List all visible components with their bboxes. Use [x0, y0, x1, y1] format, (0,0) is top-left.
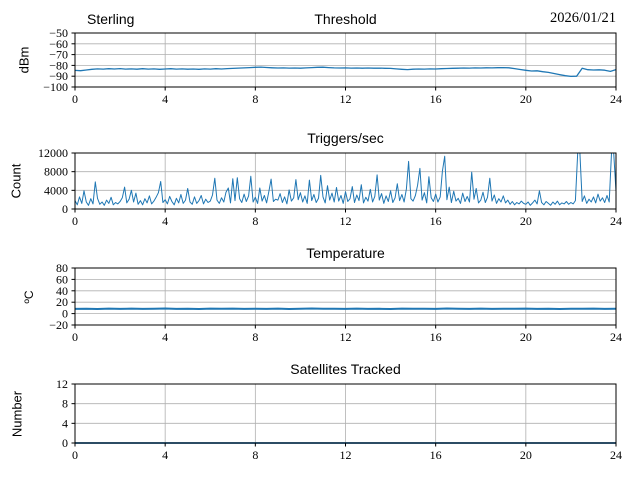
chart2-title: Triggers/sec — [307, 130, 384, 146]
x-tick-label: 0 — [72, 92, 78, 106]
y-tick-label: −20 — [49, 318, 68, 332]
x-tick-label: 20 — [520, 214, 532, 228]
chart3-title: Temperature — [306, 245, 385, 261]
plot-area-2: 0 4000 8000 12000 0 4 8 12 16 20 24 — [38, 146, 622, 228]
x-tick-label: 0 — [72, 214, 78, 228]
y-tick-label: 0 — [62, 307, 68, 321]
chart1-title: Threshold — [314, 11, 377, 27]
plot-area-4: 12 8 4 00 4 8 12 16 20 24 — [56, 377, 622, 462]
x-tick-label: 20 — [520, 330, 532, 344]
y-tick-label: −50 — [49, 26, 68, 40]
x-tick-label: 12 — [340, 214, 352, 228]
y-tick-label: 8000 — [44, 165, 68, 179]
y-tick-label: 20 — [56, 295, 68, 309]
x-tick-label: 16 — [430, 92, 442, 106]
y-tick-label: 8 — [62, 397, 68, 411]
x-tick-label: 4 — [162, 214, 168, 228]
x-tick-label: 16 — [430, 214, 442, 228]
x-tick-label: 16 — [430, 448, 442, 462]
x-tick-label: 4 — [162, 448, 168, 462]
x-tick-label: 20 — [520, 448, 532, 462]
x-tick-label: 16 — [430, 330, 442, 344]
y-tick-label: 4000 — [44, 183, 68, 197]
x-tick-label: 8 — [252, 448, 258, 462]
y-tick-label: 60 — [56, 272, 68, 286]
x-tick-label: 24 — [610, 214, 622, 228]
chart1-title-right: 2026/01/21 — [549, 10, 616, 26]
y-tick-label: 0 — [62, 436, 68, 450]
x-tick-label: 4 — [162, 92, 168, 106]
x-tick-label: 8 — [252, 330, 258, 344]
y-tick-label: 4 — [62, 416, 68, 430]
y-tick-label: 12 — [56, 377, 68, 391]
y-tick-label: 12000 — [38, 146, 68, 160]
x-tick-label: 12 — [340, 330, 352, 344]
y-tick-label: −70 — [49, 48, 68, 62]
x-tick-label: 12 — [340, 92, 352, 106]
x-tick-label: 24 — [610, 92, 622, 106]
data-line — [74, 66, 617, 78]
x-tick-label: 0 — [72, 330, 78, 344]
data-line — [74, 307, 617, 310]
data-line — [74, 152, 617, 206]
plot-area-1: −50−60−70−80−90−100 0 4 8 12 16 20 24 — [43, 26, 622, 106]
y-tick-label: −90 — [49, 69, 68, 83]
x-tick-label: 24 — [610, 448, 622, 462]
chart4-title: Satellites Tracked — [290, 361, 401, 377]
x-tick-label: 8 — [252, 92, 258, 106]
x-tick-label: 8 — [252, 214, 258, 228]
chart1-title-left: Sterling — [87, 11, 135, 27]
y-tick-label: 40 — [56, 284, 68, 298]
x-tick-label: 20 — [520, 92, 532, 106]
x-tick-label: 24 — [610, 330, 622, 344]
x-tick-label: 0 — [72, 448, 78, 462]
y-tick-label: 0 — [62, 202, 68, 216]
x-tick-label: 4 — [162, 330, 168, 344]
y-tick-label: 80 — [56, 261, 68, 275]
y-tick-label: −80 — [49, 58, 68, 72]
y-tick-label: −60 — [49, 37, 68, 51]
y-tick-label: −100 — [43, 80, 68, 94]
x-tick-label: 12 — [340, 448, 352, 462]
